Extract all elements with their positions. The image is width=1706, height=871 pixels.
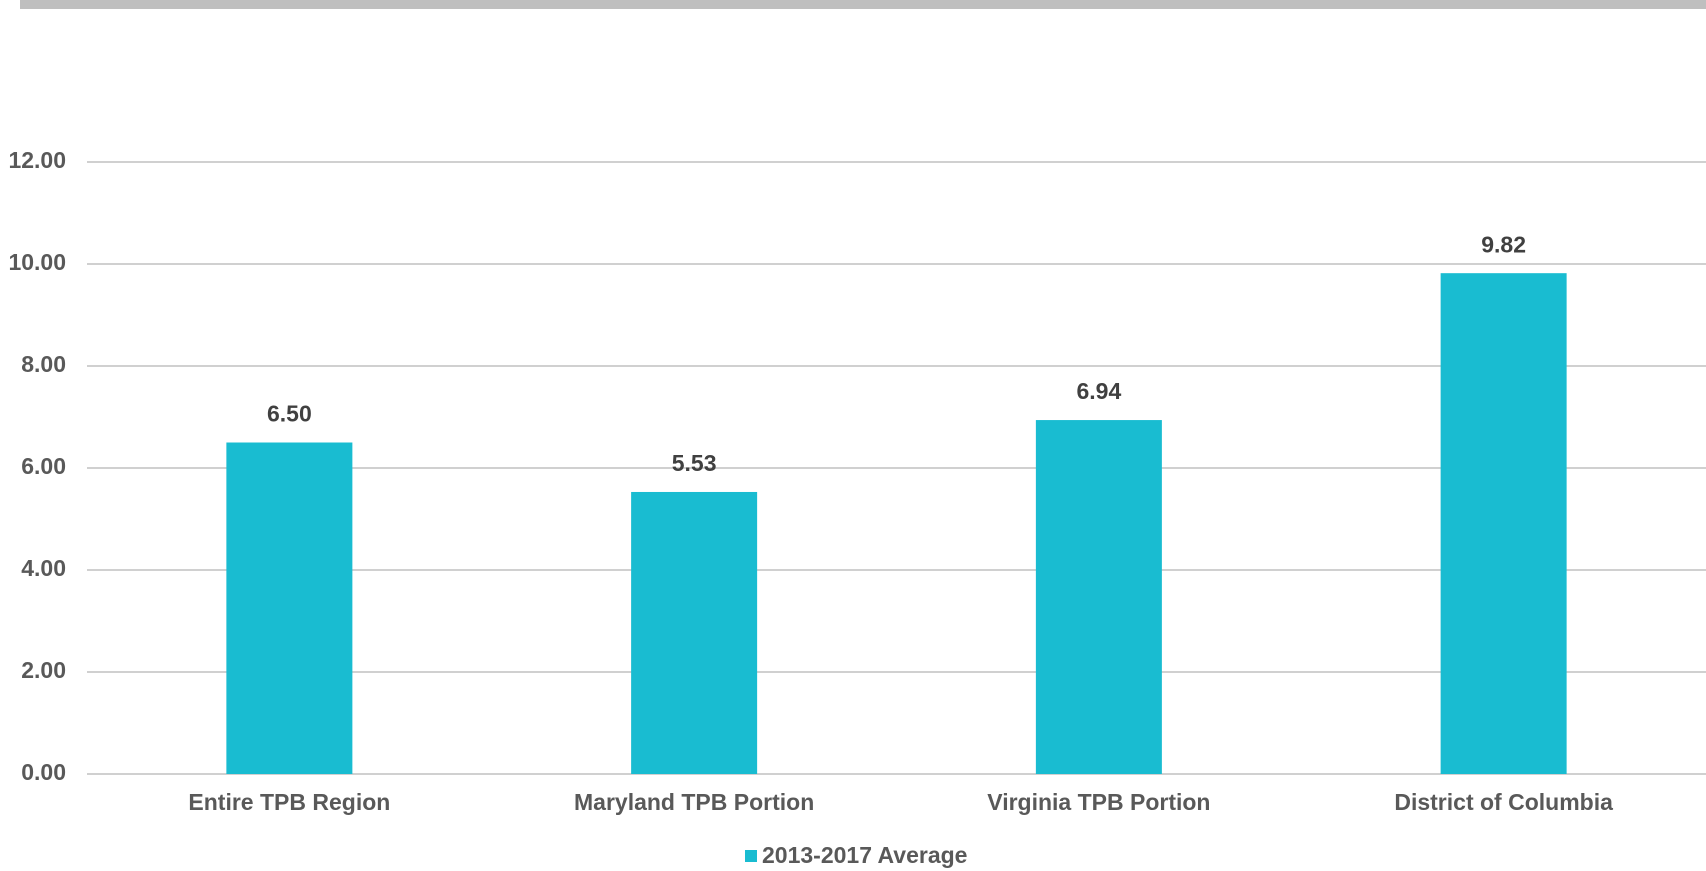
y-tick-label: 6.00 [21, 453, 66, 479]
y-tick-label: 12.00 [8, 147, 66, 173]
value-label: 5.53 [672, 450, 717, 476]
bar [1035, 420, 1162, 774]
y-tick-label: 2.00 [21, 657, 66, 683]
legend-swatch [745, 850, 757, 862]
bar [1440, 273, 1567, 774]
x-tick-label: Entire TPB Region [188, 789, 390, 815]
x-tick-label: Maryland TPB Portion [574, 789, 814, 815]
x-tick-label: Virginia TPB Portion [987, 789, 1210, 815]
bar [226, 442, 353, 774]
legend-label: 2013-2017 Average [762, 842, 967, 868]
top-rule [20, 0, 1706, 9]
y-tick-label: 4.00 [21, 555, 66, 581]
y-tick-label: 0.00 [21, 759, 66, 785]
y-tick-label: 8.00 [21, 351, 66, 377]
value-label: 6.94 [1076, 378, 1121, 404]
bar [631, 491, 758, 774]
y-tick-label: 10.00 [8, 249, 66, 275]
value-label: 9.82 [1481, 231, 1526, 257]
x-tick-label: District of Columbia [1394, 789, 1613, 815]
value-label: 6.50 [267, 401, 312, 427]
